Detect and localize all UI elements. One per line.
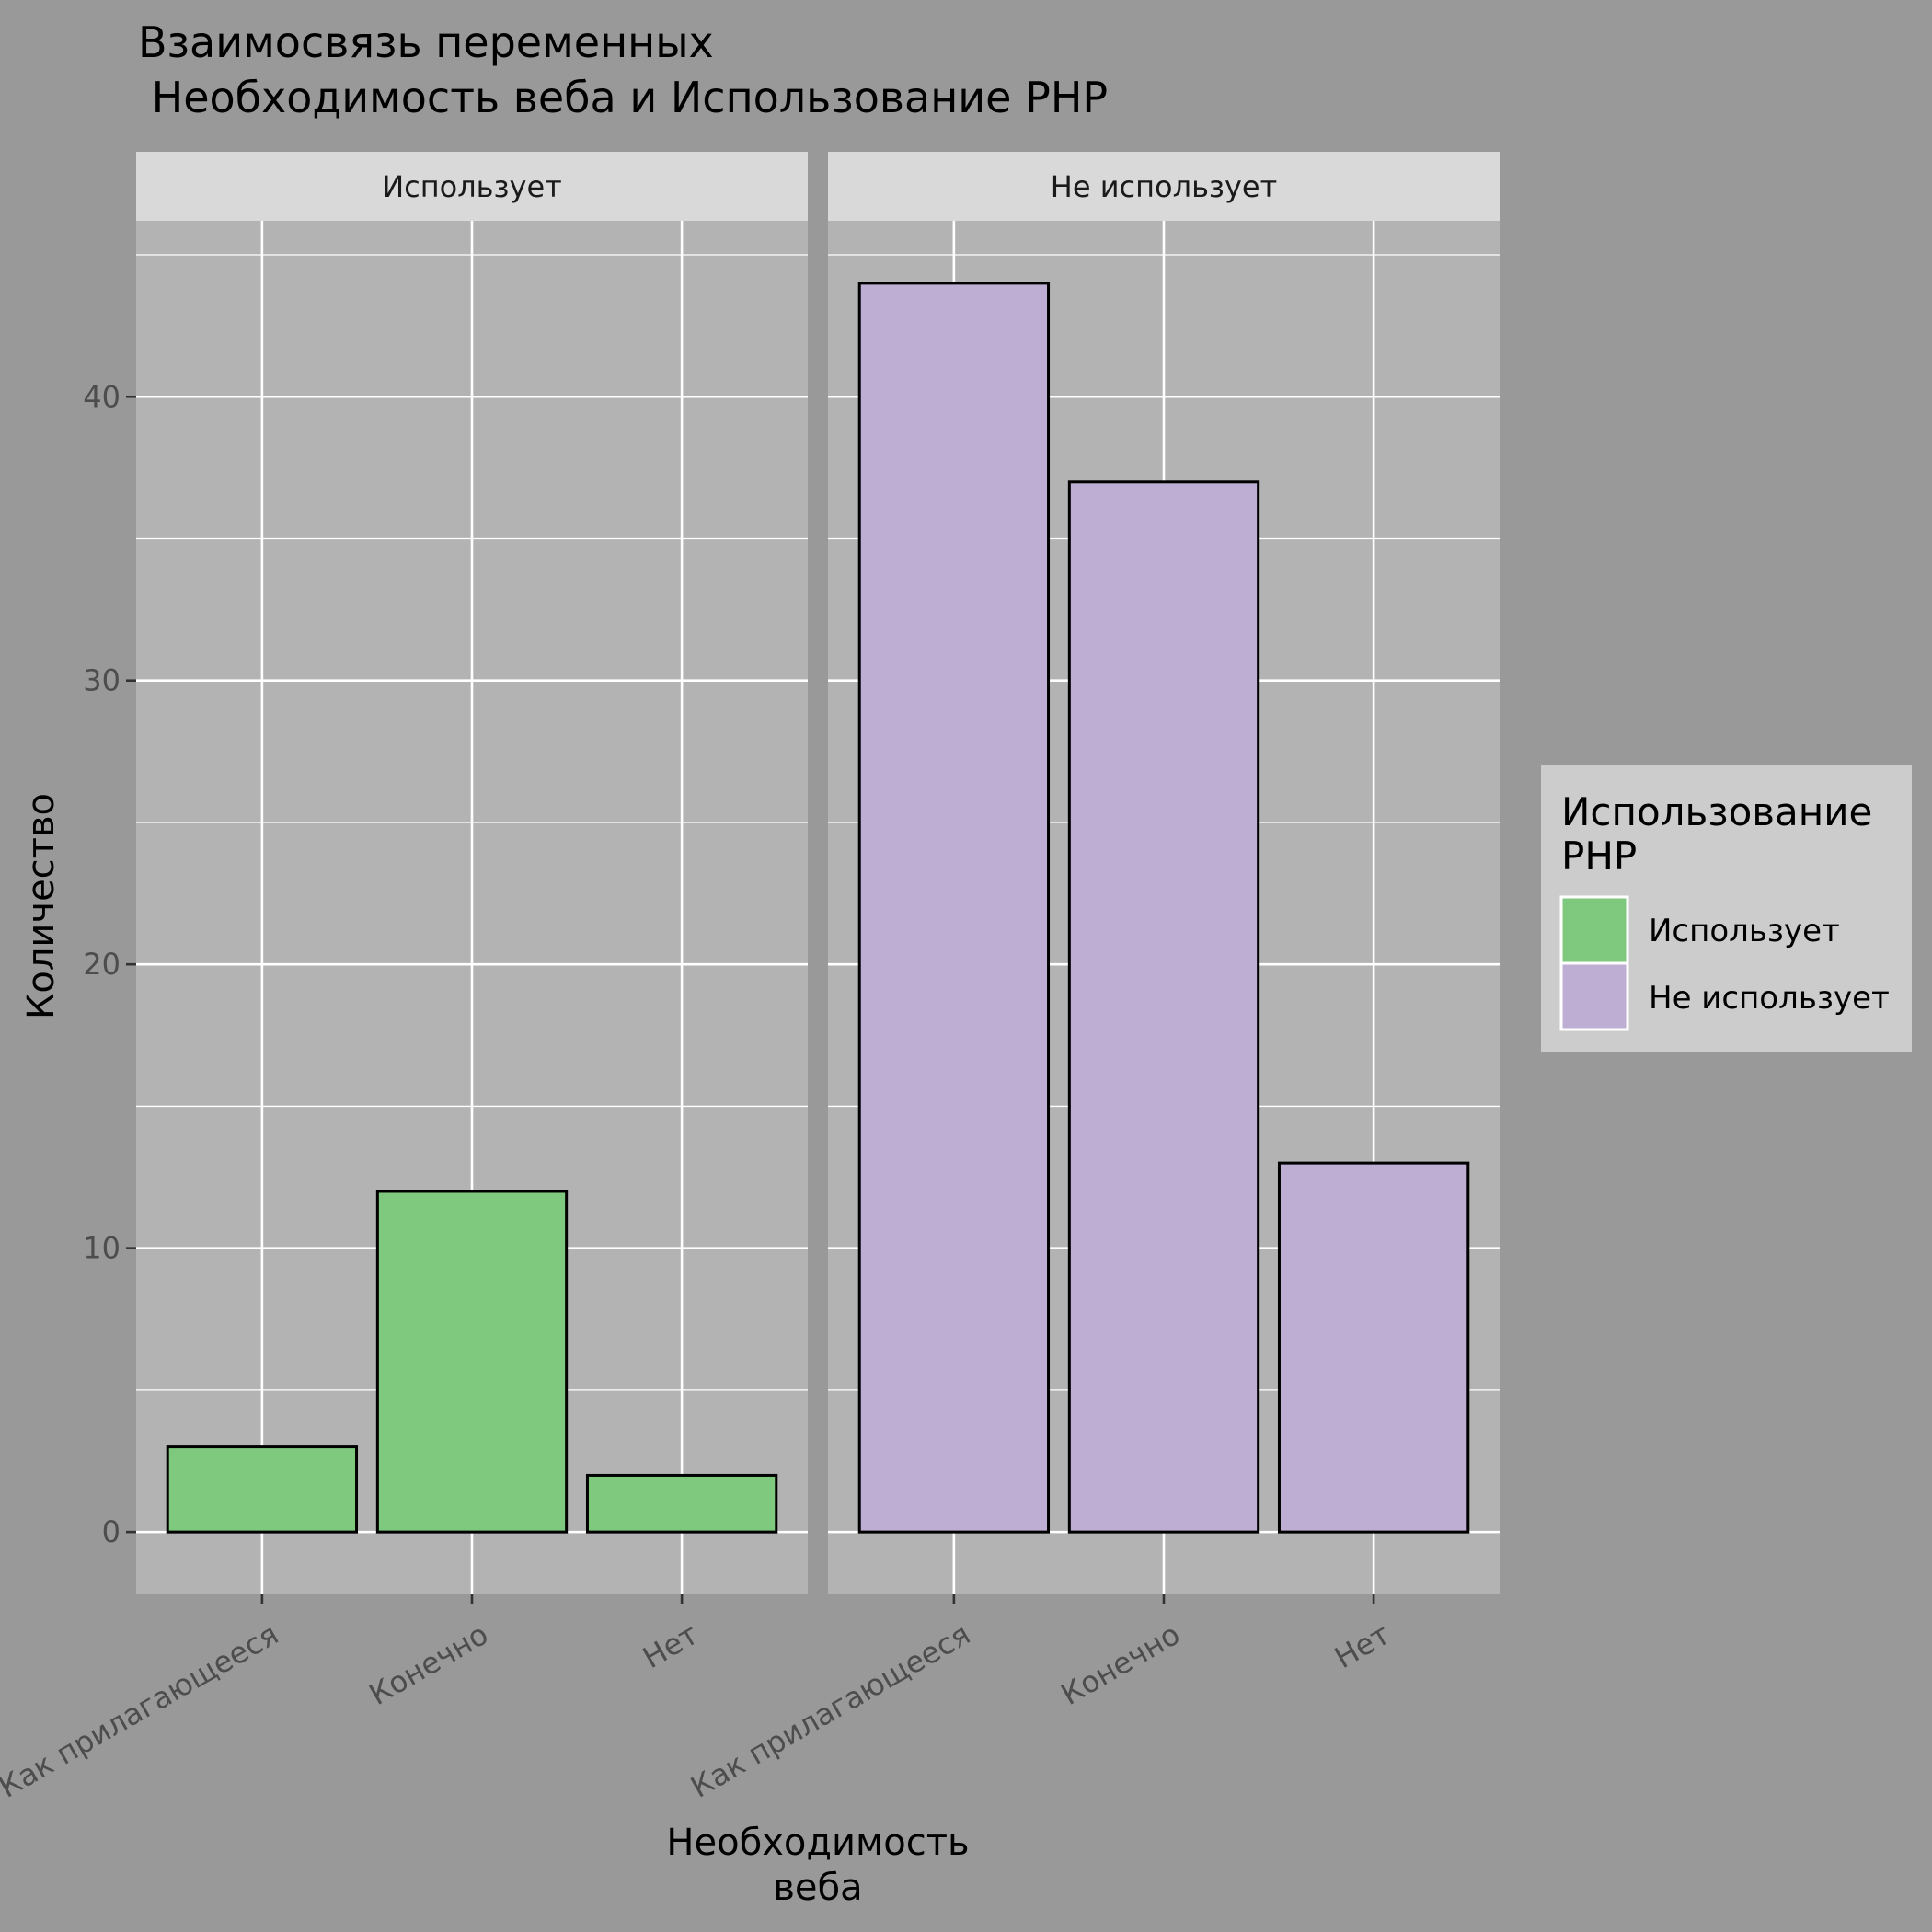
facet-strip-label: Не использует bbox=[1051, 169, 1277, 204]
facet-strip bbox=[828, 152, 1500, 221]
facet-panel: Не использует bbox=[828, 152, 1500, 1594]
legend-key-not-uses bbox=[1559, 961, 1629, 1031]
y-tick-label: 20 bbox=[83, 947, 121, 982]
legend: Использование PHP Использует Не использу… bbox=[1541, 765, 1912, 1052]
bar bbox=[1277, 1161, 1470, 1534]
facet-strip bbox=[136, 152, 808, 221]
legend-label-not-uses: Не использует bbox=[1649, 980, 1890, 1017]
chart-title-line-2: Необходимость веба и Использование PHP bbox=[138, 73, 1108, 122]
y-tick-label: 40 bbox=[83, 379, 121, 414]
x-axis-title-line-1: Необходимость bbox=[666, 1822, 969, 1864]
legend-key-uses bbox=[1559, 895, 1629, 965]
chart-title-line-1: Взаимосвязь переменных bbox=[138, 17, 714, 67]
y-tick-label: 10 bbox=[83, 1231, 121, 1266]
bar bbox=[857, 282, 1051, 1534]
facet-panel: Использует bbox=[136, 152, 808, 1594]
bar bbox=[375, 1190, 569, 1534]
bar bbox=[166, 1445, 359, 1534]
y-tick-label: 0 bbox=[102, 1514, 121, 1549]
legend-title-line-1: Использование bbox=[1561, 789, 1872, 834]
legend-label-uses: Использует bbox=[1649, 913, 1840, 949]
facet-panels: Использует Не использует bbox=[136, 152, 1500, 1594]
x-axis-title-line-2: веба bbox=[773, 1867, 862, 1909]
legend-title-line-2: PHP bbox=[1561, 834, 1637, 879]
bar bbox=[585, 1473, 778, 1534]
facet-strip-label: Использует bbox=[382, 169, 562, 204]
bar bbox=[1067, 480, 1260, 1534]
y-axis-title: Количество bbox=[20, 793, 63, 1019]
y-tick-label: 30 bbox=[83, 663, 121, 698]
y-axis: 0 10 20 30 40 bbox=[83, 379, 136, 1549]
